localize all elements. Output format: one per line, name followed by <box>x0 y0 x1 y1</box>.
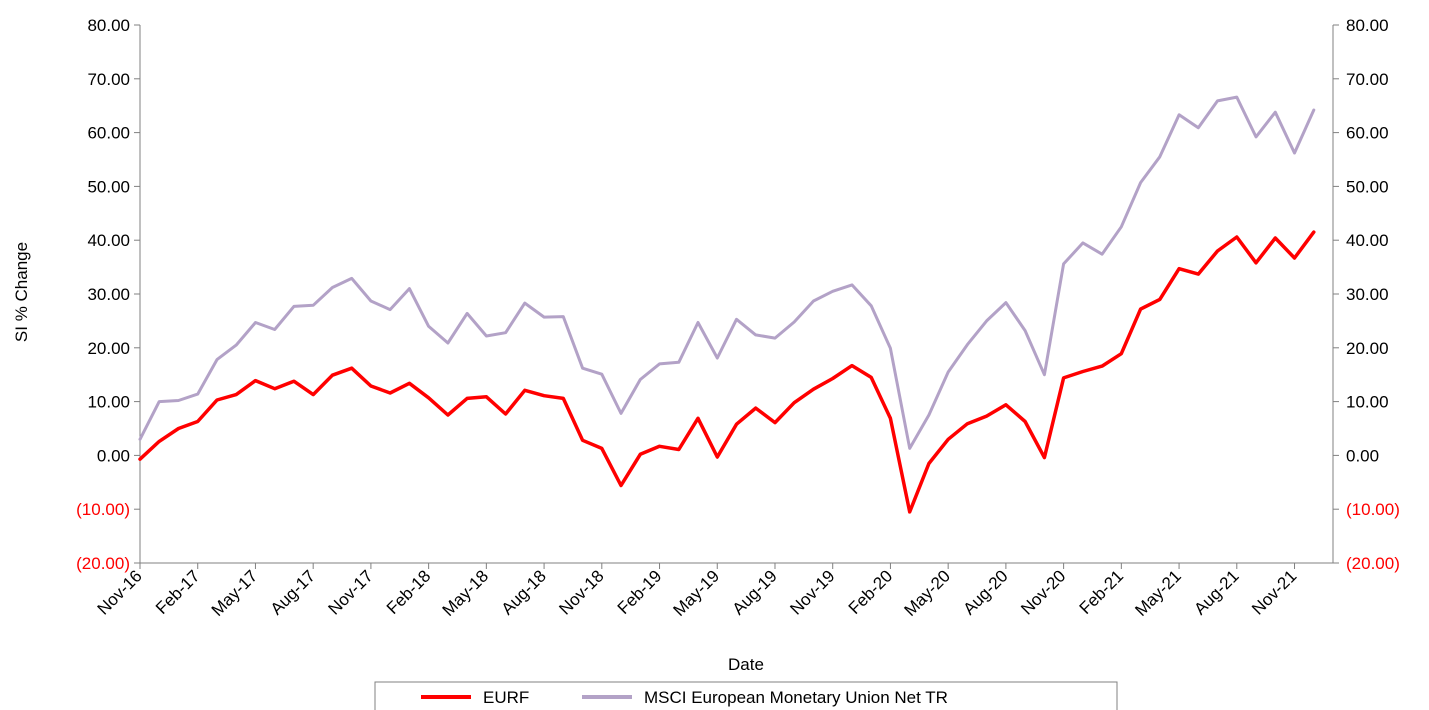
y-tick-label-right: 10.00 <box>1346 393 1389 412</box>
y-tick-label-right: (20.00) <box>1346 554 1400 573</box>
legend-box <box>374 681 1118 710</box>
y-tick-label-right: 60.00 <box>1346 124 1389 143</box>
y-tick-label-left: 30.00 <box>87 285 130 304</box>
x-tick-label: Feb-18 <box>383 566 435 618</box>
x-axis-title: Date <box>728 655 764 674</box>
x-tick-label: Nov-17 <box>325 566 377 618</box>
series-lines <box>138 95 1316 514</box>
x-tick-label: Aug-21 <box>1190 566 1242 618</box>
series-line-msci <box>138 95 1316 450</box>
x-tick-label: Feb-17 <box>152 566 204 618</box>
x-tick-label: May-18 <box>439 566 493 620</box>
y-tick-label-right: 80.00 <box>1346 16 1389 35</box>
x-tick-label: Aug-19 <box>729 566 781 618</box>
x-tick-label: Feb-19 <box>614 566 666 618</box>
y-tick-label-left: 50.00 <box>87 177 130 196</box>
y-tick-label-right: 50.00 <box>1346 177 1389 196</box>
y-tick-label-left: 60.00 <box>87 124 130 143</box>
x-tick-label: Nov-16 <box>94 566 146 618</box>
y-tick-label-left: (10.00) <box>76 500 130 519</box>
x-tick-label: May-21 <box>1131 566 1185 620</box>
y-tick-label-right: 30.00 <box>1346 285 1389 304</box>
x-tick-label: Aug-18 <box>498 566 550 618</box>
legend-label-eurf: EURF <box>483 688 529 707</box>
y-tick-label-left: (20.00) <box>76 554 130 573</box>
x-tick-label: Aug-17 <box>267 566 319 618</box>
y-tick-label-right: 0.00 <box>1346 446 1379 465</box>
y-tick-label-right: (10.00) <box>1346 500 1400 519</box>
x-tick-label: Nov-19 <box>786 566 838 618</box>
y-tick-label-left: 70.00 <box>87 70 130 89</box>
y-tick-label-left: 80.00 <box>87 16 130 35</box>
x-tick-label: Nov-20 <box>1017 566 1069 618</box>
y-tick-label-right: 70.00 <box>1346 70 1389 89</box>
y-tick-label-left: 0.00 <box>97 446 130 465</box>
x-tick-label: Aug-20 <box>960 566 1012 618</box>
y-axis-title: SI % Change <box>12 242 31 342</box>
legend: EURF MSCI European Monetary Union Net TR <box>374 681 1118 710</box>
x-tick-label: May-20 <box>900 566 954 620</box>
x-tick-label: Feb-21 <box>1076 566 1128 618</box>
legend-label-msci: MSCI European Monetary Union Net TR <box>644 688 948 707</box>
x-tick-label: May-19 <box>670 566 724 620</box>
y-tick-label-right: 40.00 <box>1346 231 1389 250</box>
x-tick-label: Nov-21 <box>1248 566 1300 618</box>
y-tick-label-left: 10.00 <box>87 393 130 412</box>
x-tick-label: Nov-18 <box>555 566 607 618</box>
x-tick-label: Feb-20 <box>845 566 897 618</box>
axes: (20.00) (20.00) (10.00) (10.00) 0.00 0.00 10.0… <box>76 16 1400 620</box>
y-tick-label-right: 20.00 <box>1346 339 1389 358</box>
series-line-eurf <box>138 230 1316 514</box>
x-tick-label: May-17 <box>208 566 262 620</box>
y-tick-label-left: 20.00 <box>87 339 130 358</box>
y-tick-label-left: 40.00 <box>87 231 130 250</box>
